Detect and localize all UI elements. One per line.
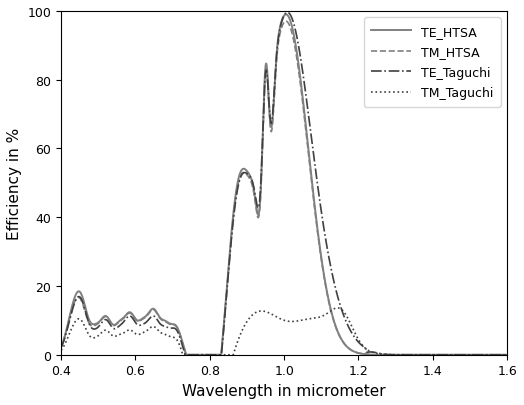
TE_Taguchi bbox=[248, 177, 255, 182]
TE_HTSA bbox=[283, 13, 289, 18]
TM_HTSA bbox=[248, 181, 255, 186]
TM_Taguchi bbox=[447, 352, 454, 357]
TM_Taguchi bbox=[135, 332, 141, 337]
Line: TE_HTSA: TE_HTSA bbox=[61, 15, 507, 355]
Line: TM_HTSA: TM_HTSA bbox=[61, 22, 507, 355]
TM_HTSA bbox=[183, 352, 189, 357]
TM_HTSA bbox=[504, 352, 510, 357]
TM_Taguchi bbox=[58, 348, 64, 353]
TM_HTSA bbox=[109, 322, 115, 327]
TM_Taguchi bbox=[504, 352, 510, 357]
TE_HTSA bbox=[504, 352, 510, 357]
TM_Taguchi bbox=[109, 333, 115, 338]
TM_HTSA bbox=[135, 319, 141, 324]
TM_HTSA bbox=[283, 20, 289, 25]
TE_HTSA bbox=[58, 344, 64, 349]
TE_HTSA bbox=[183, 352, 189, 357]
TM_Taguchi bbox=[496, 352, 502, 357]
TE_Taguchi bbox=[182, 352, 188, 357]
TE_Taguchi bbox=[58, 345, 64, 350]
TE_HTSA bbox=[447, 352, 454, 357]
TE_Taguchi bbox=[285, 11, 291, 16]
TM_HTSA bbox=[58, 345, 64, 350]
TE_HTSA bbox=[229, 222, 235, 226]
Y-axis label: Efficiency in %: Efficiency in % bbox=[7, 128, 22, 239]
TE_HTSA bbox=[496, 352, 502, 357]
Line: TM_Taguchi: TM_Taguchi bbox=[61, 308, 507, 355]
TE_Taguchi bbox=[135, 323, 141, 328]
TE_Taguchi bbox=[496, 352, 502, 357]
TM_HTSA bbox=[496, 352, 502, 357]
TE_Taguchi bbox=[447, 352, 454, 357]
TM_Taguchi bbox=[248, 313, 255, 318]
TE_HTSA bbox=[248, 178, 255, 183]
TM_HTSA bbox=[229, 224, 235, 229]
TE_Taguchi bbox=[504, 352, 510, 357]
Legend: TE_HTSA, TM_HTSA, TE_Taguchi, TM_Taguchi: TE_HTSA, TM_HTSA, TE_Taguchi, TM_Taguchi bbox=[364, 18, 501, 107]
TE_HTSA bbox=[135, 318, 141, 323]
X-axis label: Wavelength in micrometer: Wavelength in micrometer bbox=[182, 383, 386, 398]
TE_Taguchi bbox=[229, 228, 235, 232]
Line: TE_Taguchi: TE_Taguchi bbox=[61, 13, 507, 355]
TM_Taguchi bbox=[334, 306, 341, 311]
TM_Taguchi bbox=[180, 352, 186, 357]
TE_Taguchi bbox=[109, 325, 115, 330]
TM_HTSA bbox=[447, 352, 454, 357]
TM_Taguchi bbox=[229, 352, 235, 357]
TE_HTSA bbox=[109, 322, 115, 326]
